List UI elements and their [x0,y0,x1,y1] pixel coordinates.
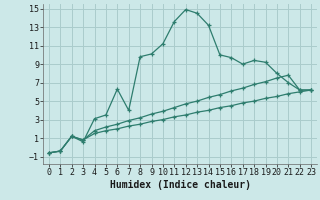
X-axis label: Humidex (Indice chaleur): Humidex (Indice chaleur) [109,180,251,190]
